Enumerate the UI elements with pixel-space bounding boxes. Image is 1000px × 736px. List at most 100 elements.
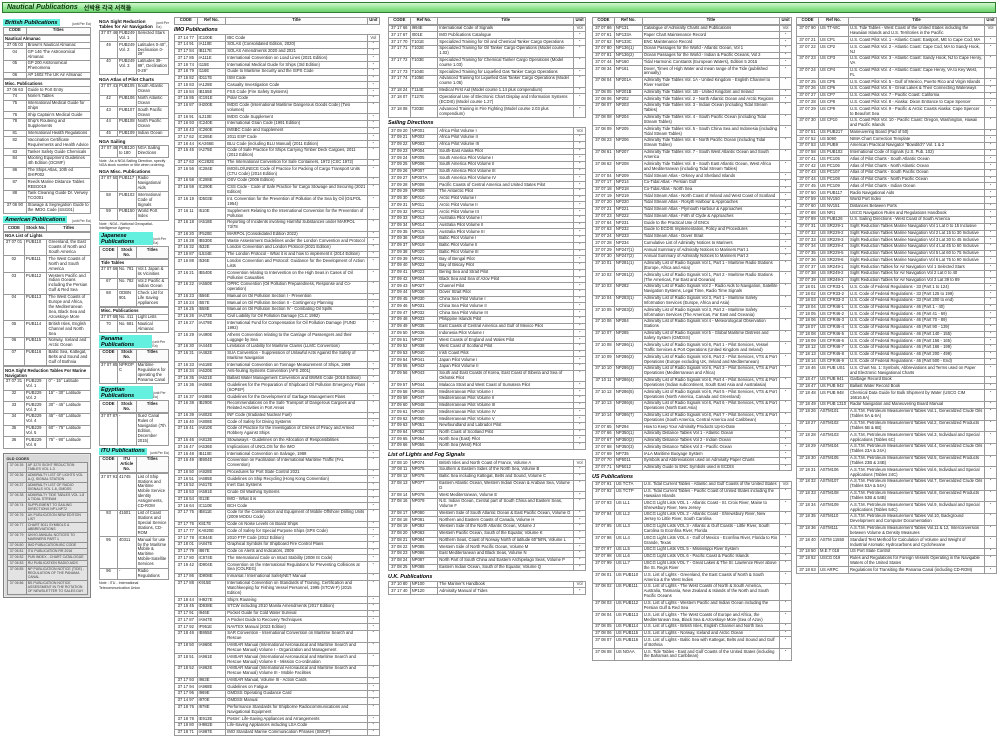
row-ref: NP048	[409, 401, 439, 410]
row-ref: KA820E	[196, 527, 227, 536]
row-code: 37 16 23	[174, 292, 198, 301]
row-ref: K817E	[196, 520, 227, 529]
row-code: 37 18 08	[388, 105, 411, 118]
row-code: 81	[3, 129, 27, 138]
table-group-label: Tide Tables	[99, 259, 169, 266]
row-unit: ″	[779, 443, 792, 452]
table-row: 37 16 31 IA462E SUA Convention - Suppressi…	[174, 349, 381, 363]
row-title: U.S. Coast Pilot Vol. 9 - Pacific & Arct…	[848, 105, 985, 118]
row-ref: US CFR46-9	[818, 357, 849, 366]
row-code: 37 18 47	[796, 375, 819, 384]
row-ref: US CP1	[818, 36, 849, 45]
row-unit: ″	[984, 350, 997, 359]
row-code: 37 06 77	[6, 521, 27, 533]
row-code: 37 18 12	[796, 344, 819, 352]
row-unit: ″	[573, 556, 586, 565]
row-code: 37 09 56	[388, 369, 411, 383]
row-title: Admiralty List of Radio Signals Vol 3, P…	[641, 306, 781, 320]
row-ref: NP079	[409, 497, 439, 511]
table-row: 37 17 75 IB811E Code for the Construction …	[174, 509, 381, 522]
column-label: Titles	[135, 455, 170, 474]
row-code: 37 09 25	[388, 161, 411, 169]
row-unit: ″	[366, 292, 381, 301]
row-ref: NP051	[409, 421, 439, 430]
row-unit: ″	[779, 388, 792, 401]
row-title: Sight Reduction Tables Marine Navigation…	[848, 229, 985, 238]
row-unit: ″	[366, 218, 381, 232]
country-section-header: ITU Publications (unit:Per Ea)	[99, 447, 169, 455]
column-header-row: CODE Stock No. Titles	[99, 400, 170, 414]
row-code: 37 07 23	[796, 54, 819, 68]
table-row: 37 09 22 NP003 Africa Pilot Volume III ″	[388, 140, 586, 149]
row-ref: NP201B	[613, 88, 643, 97]
row-unit: ″	[366, 74, 381, 83]
table-row: 37 07 28 NP234 Cumulative List of Admiralt…	[592, 239, 792, 248]
row-title: South-East Alaska Pilot	[437, 147, 575, 156]
row-title: BS PUBLICATION NOTICE ASSESSMENT IN THE …	[25, 579, 88, 595]
row-unit: ″	[366, 207, 381, 220]
table-row: 37 16 21 IB540E Convention relating to Int…	[174, 269, 381, 282]
row-ref: US NR1	[818, 209, 849, 218]
row-code: 37 09 45	[388, 295, 411, 304]
table-row: 37 09 27 NP007A South America Pilot Volume…	[388, 174, 586, 183]
row-ref: PUB105	[116, 82, 137, 96]
row-ref: T103E	[409, 56, 439, 70]
row-ref: IA586E	[196, 393, 227, 401]
table-row: 37 06 90 Stowage & Segregation Guide to t…	[3, 201, 92, 215]
row-ref: US PUB9	[818, 142, 849, 150]
row-title: A.S.T.M. Petroleum Measurement Tables Vo…	[848, 513, 985, 526]
row-code: 37 07 66	[99, 265, 118, 279]
table-row: 37 09 48 NP033 Philippine Islands Pilot ″	[388, 315, 586, 324]
row-title: IAMSAR Manual (International Aeronautica…	[225, 664, 368, 678]
row-ref: IA947E	[196, 616, 227, 625]
row-unit: ″	[573, 322, 586, 331]
table-row: 37 17 87 IA947E A Pocket Guide to Recovery…	[174, 616, 381, 625]
row-unit: ″	[984, 283, 997, 292]
row-title: The London Protocol - What it is and how…	[225, 250, 368, 259]
table-row: 96- Radio Regulations	[99, 567, 170, 581]
row-unit: ″	[779, 318, 792, 331]
row-code: 82	[3, 136, 27, 150]
column-label: CODE	[796, 17, 819, 25]
row-title: IMDG Code (International Maritime Danger…	[225, 101, 368, 115]
row-ref: NP005	[409, 154, 439, 162]
row-title: Admiralty Tide Tables Vol. 6 - North Pac…	[641, 137, 781, 150]
row-ref: US PUB126	[818, 216, 849, 224]
row-unit: ″	[984, 364, 997, 377]
row-unit: ″	[779, 271, 792, 285]
row-ref: No. 411	[116, 313, 137, 322]
row-ref: US CFR46-2	[818, 310, 849, 319]
row-ref: NP031	[409, 302, 439, 311]
row-code: 37 16 59	[174, 183, 198, 197]
row-code: 37 17 75	[174, 509, 198, 522]
row-code: 37 16 34	[174, 368, 198, 376]
row-ref: NP735	[613, 450, 643, 458]
row-code: 37 07 81	[592, 51, 615, 60]
publication-table: 37 07 87- Suez Canal Rules of Navigation …	[99, 413, 170, 446]
column-label: CODE	[3, 224, 25, 233]
row-unit: ″	[984, 407, 997, 421]
row-ref: US CP6	[818, 84, 849, 93]
row-ref: NP233	[613, 232, 643, 241]
row-code: 37 07 24	[796, 66, 819, 80]
row-code: 37 10 04	[592, 294, 615, 308]
row-title: Admiralty List of Radio Signals Vol 1, P…	[641, 259, 781, 273]
table-row: 37 16 79 I116E Guide to Maritime Security …	[174, 67, 381, 76]
row-code: 37 08 04	[592, 611, 615, 624]
row-ref: NP286(7)	[613, 411, 643, 425]
publication-table: 37 17 66 I994E International Code of Signa…	[388, 24, 586, 118]
row-code: 37 06 85	[6, 565, 27, 581]
row-ref: I556E	[196, 292, 227, 301]
table-row: 37 08 21 NP084 Northern Seas, Coast of Nor…	[388, 536, 586, 545]
row-title: UKHO ANNUAL NOTICES TO MARINERS PART 1	[25, 531, 88, 543]
row-title: IAMSAR Manual (International Aeronautica…	[225, 641, 368, 655]
table-header-row: CODE Stock No. Titles	[99, 349, 170, 362]
column-header-row: CODE Ref No. Title Unit	[174, 17, 381, 25]
row-ref: NP011	[409, 201, 439, 210]
row-code: 33	[3, 401, 25, 415]
table-row: 37 07 91 41745 List of Ship Stations and M…	[99, 473, 170, 511]
table-row: 37 08 06 US PUB115 U.S. List of Lights - N…	[592, 629, 792, 638]
table-row: 37 16 38 IB290E Recommendations on the Saf…	[174, 399, 381, 413]
row-title: North Sea (West) Pilot	[437, 442, 575, 450]
row-unit: ″	[984, 105, 997, 118]
